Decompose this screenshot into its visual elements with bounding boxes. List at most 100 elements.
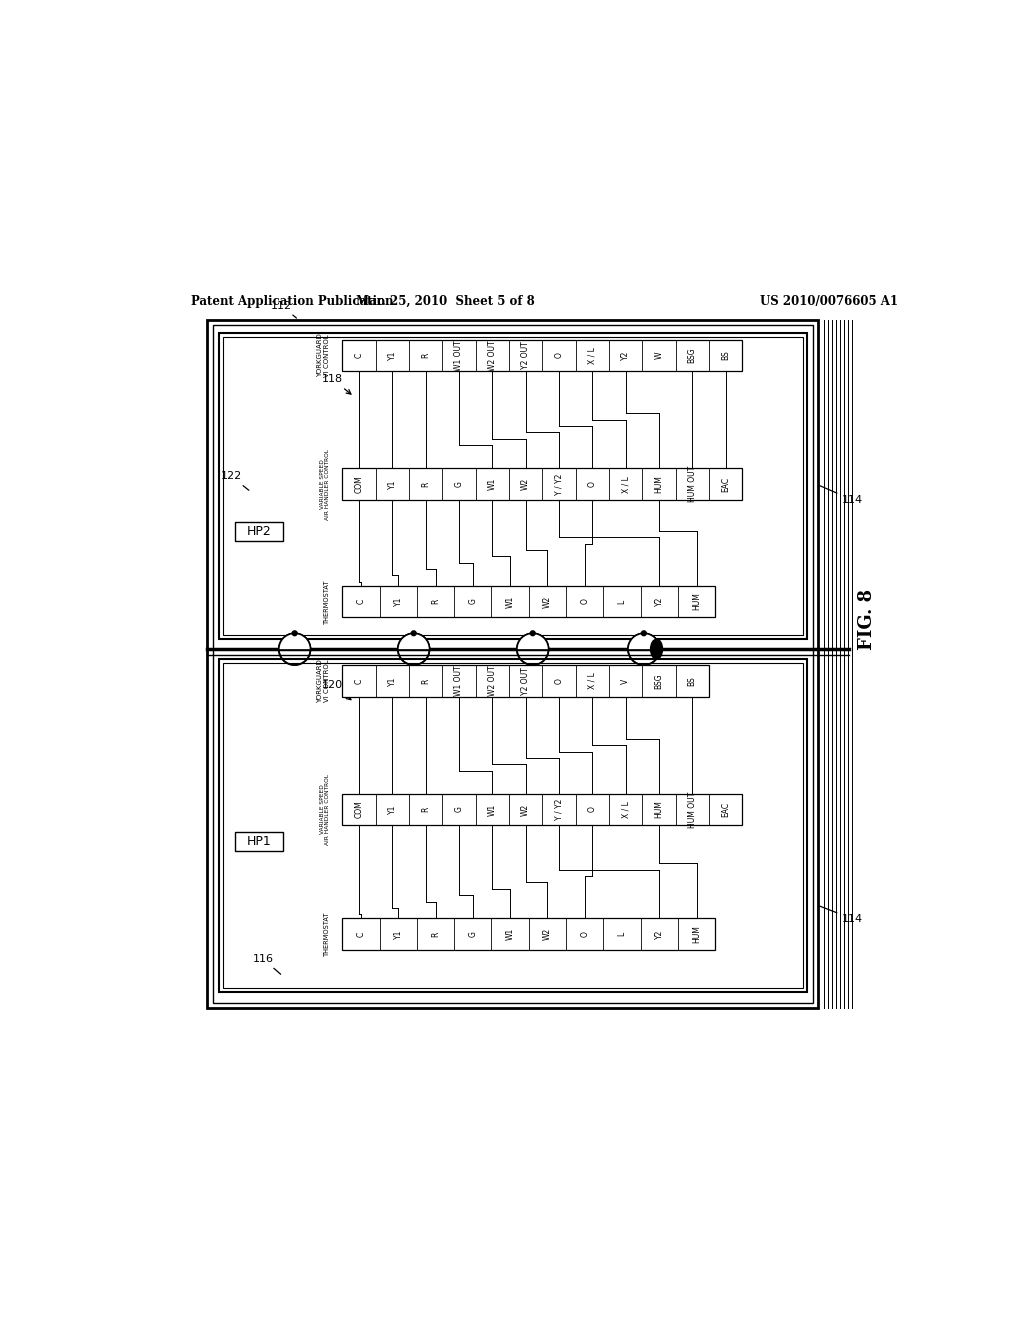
Text: HUM OUT: HUM OUT bbox=[688, 466, 696, 502]
Text: Y1: Y1 bbox=[388, 351, 396, 360]
Ellipse shape bbox=[292, 631, 297, 636]
Text: R: R bbox=[421, 482, 430, 487]
Text: Y / Y2: Y / Y2 bbox=[554, 799, 563, 820]
Bar bbox=[219, 659, 807, 991]
Text: C: C bbox=[354, 352, 364, 358]
Text: O: O bbox=[554, 352, 563, 359]
Text: Y1: Y1 bbox=[393, 597, 402, 606]
Text: G: G bbox=[468, 931, 477, 937]
Text: X / L: X / L bbox=[588, 347, 597, 364]
Text: HUM: HUM bbox=[692, 593, 701, 610]
Text: G: G bbox=[455, 480, 464, 487]
Text: BSG: BSG bbox=[654, 673, 664, 689]
Text: C: C bbox=[356, 932, 366, 937]
Text: W1 OUT: W1 OUT bbox=[455, 665, 464, 696]
Text: COM: COM bbox=[354, 800, 364, 818]
Text: Y1: Y1 bbox=[388, 805, 396, 814]
Wedge shape bbox=[279, 634, 310, 649]
Bar bbox=[223, 663, 803, 987]
Text: R: R bbox=[421, 352, 430, 358]
Text: O: O bbox=[554, 678, 563, 684]
Text: W1: W1 bbox=[506, 928, 515, 940]
Text: HUM: HUM bbox=[654, 800, 664, 818]
Ellipse shape bbox=[412, 631, 416, 636]
Text: R: R bbox=[431, 599, 440, 605]
Bar bbox=[236, 832, 283, 850]
Text: C: C bbox=[356, 599, 366, 605]
Text: Y1: Y1 bbox=[388, 676, 396, 685]
Text: W2 OUT: W2 OUT bbox=[487, 665, 497, 696]
Bar bbox=[342, 665, 709, 697]
Ellipse shape bbox=[530, 631, 536, 636]
Text: YORKGUARD
VI CONTROL: YORKGUARD VI CONTROL bbox=[317, 659, 331, 702]
Text: W1: W1 bbox=[487, 478, 497, 490]
Ellipse shape bbox=[641, 631, 646, 636]
Text: W2 OUT: W2 OUT bbox=[487, 341, 497, 371]
Wedge shape bbox=[397, 634, 430, 649]
Text: HUM: HUM bbox=[654, 475, 664, 492]
Text: 116: 116 bbox=[252, 953, 281, 974]
Wedge shape bbox=[517, 634, 549, 649]
Text: FIG. 8: FIG. 8 bbox=[858, 589, 877, 649]
Text: W1: W1 bbox=[506, 595, 515, 607]
Text: EAC: EAC bbox=[721, 801, 730, 817]
Text: Y2: Y2 bbox=[654, 929, 664, 939]
Text: R: R bbox=[421, 807, 430, 812]
Text: Y1: Y1 bbox=[388, 479, 396, 488]
Text: L: L bbox=[617, 599, 627, 603]
Text: VARIABLE SPEED
AIR HANDLER CONTROL: VARIABLE SPEED AIR HANDLER CONTROL bbox=[319, 774, 331, 845]
Bar bbox=[219, 333, 807, 639]
Text: C: C bbox=[354, 678, 364, 684]
Bar bbox=[213, 325, 813, 1003]
Bar bbox=[342, 793, 742, 825]
Text: BS: BS bbox=[688, 676, 696, 686]
Bar bbox=[342, 469, 742, 500]
Text: R: R bbox=[431, 932, 440, 937]
Text: 114: 114 bbox=[818, 906, 863, 924]
Bar bbox=[342, 919, 715, 950]
Text: YORKGUARD
VI CONTROL: YORKGUARD VI CONTROL bbox=[317, 334, 331, 378]
Text: 114: 114 bbox=[818, 486, 863, 506]
Text: 122: 122 bbox=[220, 471, 249, 490]
Text: W2: W2 bbox=[521, 804, 530, 816]
Text: O: O bbox=[581, 931, 589, 937]
Text: US 2010/0076605 A1: US 2010/0076605 A1 bbox=[760, 296, 898, 308]
Text: VARIABLE SPEED
AIR HANDLER CONTROL: VARIABLE SPEED AIR HANDLER CONTROL bbox=[319, 449, 331, 520]
Text: HP1: HP1 bbox=[247, 834, 271, 847]
Text: R: R bbox=[421, 678, 430, 684]
Text: X / L: X / L bbox=[622, 801, 630, 818]
Text: Y2 OUT: Y2 OUT bbox=[521, 667, 530, 694]
Text: W1: W1 bbox=[487, 804, 497, 816]
Text: BSG: BSG bbox=[688, 347, 696, 363]
Wedge shape bbox=[628, 634, 659, 649]
Text: THERMOSTAT: THERMOSTAT bbox=[325, 579, 331, 624]
Text: HUM OUT: HUM OUT bbox=[688, 791, 696, 828]
Text: 118: 118 bbox=[323, 375, 351, 395]
Text: L: L bbox=[617, 932, 627, 936]
Ellipse shape bbox=[650, 639, 663, 659]
Bar bbox=[342, 586, 715, 618]
Text: HP2: HP2 bbox=[247, 525, 271, 539]
Text: W2: W2 bbox=[543, 928, 552, 940]
Text: G: G bbox=[468, 598, 477, 605]
Text: W2: W2 bbox=[543, 595, 552, 607]
Text: EAC: EAC bbox=[721, 477, 730, 491]
Text: 120: 120 bbox=[323, 680, 351, 700]
Text: THERMOSTAT: THERMOSTAT bbox=[325, 912, 331, 956]
Text: Patent Application Publication: Patent Application Publication bbox=[191, 296, 394, 308]
Bar bbox=[342, 339, 742, 371]
Text: W1 OUT: W1 OUT bbox=[455, 341, 464, 371]
Text: G: G bbox=[455, 807, 464, 812]
Text: BS: BS bbox=[721, 351, 730, 360]
Text: 112: 112 bbox=[270, 301, 297, 318]
Bar bbox=[207, 319, 818, 1008]
Bar bbox=[236, 523, 283, 541]
Bar bbox=[223, 337, 803, 635]
Text: Y2 OUT: Y2 OUT bbox=[521, 342, 530, 370]
Text: HUM: HUM bbox=[692, 925, 701, 942]
Text: Y2: Y2 bbox=[622, 351, 630, 360]
Text: Y2: Y2 bbox=[654, 597, 664, 606]
Text: O: O bbox=[588, 480, 597, 487]
Text: COM: COM bbox=[354, 475, 364, 492]
Text: X / L: X / L bbox=[622, 475, 630, 492]
